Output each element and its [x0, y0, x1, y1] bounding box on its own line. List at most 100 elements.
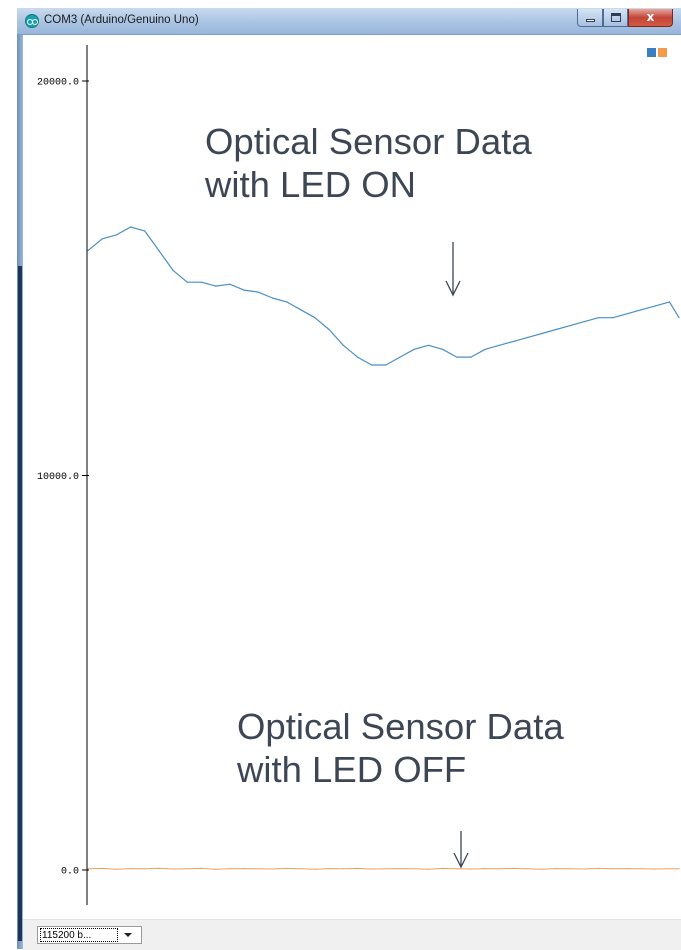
data-point-s2-5 — [158, 867, 160, 869]
data-point-s2-34 — [569, 868, 571, 870]
plot-area: 20000.0 10000.0 0.0 — [37, 45, 680, 905]
data-point-s1-10 — [229, 283, 231, 285]
data-point-s1-5 — [158, 250, 160, 252]
data-point-s1-18 — [342, 344, 344, 346]
bottom-bar: 115200 b... — [23, 919, 681, 950]
data-point-s1-2 — [115, 234, 117, 236]
maximize-button[interactable] — [603, 9, 628, 27]
data-point-s2-31 — [527, 868, 529, 870]
data-point-s2-22 — [399, 868, 401, 870]
close-button[interactable]: x — [628, 9, 673, 27]
data-point-s1-29 — [498, 344, 500, 346]
data-point-s1-39 — [640, 309, 642, 311]
minimize-icon — [586, 19, 595, 22]
y-tick-label-2: 0.0 — [61, 867, 79, 878]
data-point-s2-9 — [215, 868, 217, 870]
maximize-icon — [611, 13, 621, 22]
data-point-s2-18 — [342, 868, 344, 870]
data-point-s2-0 — [87, 868, 89, 870]
data-point-s2-8 — [200, 867, 203, 870]
data-point-s1-8 — [200, 281, 203, 283]
chevron-down-icon[interactable] — [124, 933, 132, 937]
data-point-s1-34 — [569, 325, 571, 327]
data-point-s1-33 — [555, 328, 557, 331]
data-point-s2-1 — [101, 867, 103, 870]
data-point-s2-32 — [541, 868, 543, 870]
data-point-s1-4 — [144, 230, 146, 232]
data-point-s1-9 — [215, 285, 217, 287]
legend-swatch-series-1 — [647, 48, 656, 57]
data-point-s2-28 — [484, 868, 486, 870]
y-tick-label-1: 10000.0 — [37, 472, 79, 483]
data-point-s1-28 — [484, 348, 486, 350]
data-point-s1-0 — [87, 250, 89, 252]
arduino-logo-icon — [25, 14, 39, 28]
data-point-s2-26 — [456, 868, 458, 870]
annotation-led-off: Optical Sensor Data with LED OFF — [237, 706, 564, 790]
data-point-s1-37 — [612, 317, 614, 319]
data-point-s2-37 — [612, 868, 614, 870]
data-point-s2-7 — [186, 868, 188, 870]
data-point-s1-1 — [101, 238, 103, 240]
data-point-s2-16 — [314, 868, 316, 870]
data-point-s1-7 — [186, 281, 188, 283]
data-point-s1-3 — [130, 226, 132, 228]
data-point-s2-25 — [442, 867, 444, 870]
title-bar[interactable]: COM3 (Arduino/Genuino Uno) x — [17, 8, 681, 35]
data-point-s2-20 — [371, 868, 373, 870]
data-point-s1-11 — [243, 289, 245, 291]
data-point-s2-41 — [668, 868, 671, 870]
window-left-frame — [17, 8, 23, 949]
data-point-s2-27 — [470, 868, 472, 870]
data-point-s1-32 — [541, 332, 543, 335]
series-line-2 — [87, 867, 679, 870]
data-point-s1-17 — [328, 328, 330, 331]
data-point-s2-15 — [300, 868, 302, 870]
arrow-led-on-head — [445, 280, 461, 297]
data-point-s1-13 — [271, 297, 273, 299]
data-point-s2-38 — [626, 868, 628, 870]
data-point-s2-13 — [271, 868, 273, 870]
legend-swatch-series-2 — [658, 48, 667, 57]
data-point-s1-40 — [654, 305, 657, 307]
data-point-s2-21 — [385, 868, 387, 870]
data-point-s2-33 — [555, 868, 557, 870]
serial-plotter-window: COM3 (Arduino/Genuino Uno) x 20000.0 1000… — [17, 8, 681, 950]
data-point-s1-38 — [626, 313, 628, 315]
data-point-s1-16 — [314, 317, 316, 319]
data-point-s2-11 — [243, 868, 245, 870]
series-line-1 — [87, 226, 680, 366]
data-point-s2-12 — [257, 868, 259, 870]
data-point-s2-29 — [498, 868, 500, 870]
data-point-s2-19 — [356, 867, 359, 870]
data-point-s2-39 — [640, 868, 642, 870]
data-point-s2-4 — [144, 868, 146, 870]
data-point-s2-35 — [583, 868, 586, 870]
data-point-s1-19 — [356, 356, 359, 358]
data-point-s1-25 — [442, 348, 444, 350]
data-point-s2-17 — [328, 868, 330, 870]
data-point-s1-41 — [668, 301, 671, 303]
data-point-s2-2 — [115, 868, 117, 870]
data-point-s1-30 — [512, 340, 515, 342]
data-point-s1-20 — [371, 364, 373, 366]
data-point-s2-10 — [229, 868, 231, 870]
minimize-button[interactable] — [577, 9, 603, 27]
data-point-s1-15 — [300, 309, 302, 311]
data-point-s1-42 — [678, 317, 680, 319]
baud-rate-select[interactable]: 115200 b... — [37, 926, 142, 944]
annotation-led-on: Optical Sensor Data with LED ON — [205, 121, 532, 205]
data-point-s1-23 — [413, 348, 415, 350]
data-point-s2-40 — [654, 868, 657, 870]
data-point-s1-12 — [257, 291, 259, 293]
data-point-s1-14 — [286, 301, 288, 303]
data-point-s1-36 — [598, 317, 600, 319]
data-point-s2-36 — [598, 867, 600, 870]
data-point-s2-42 — [678, 868, 680, 870]
data-point-s2-14 — [286, 867, 288, 870]
data-point-s1-26 — [456, 356, 458, 358]
y-tick-label-0: 20000.0 — [37, 78, 79, 89]
data-point-s1-22 — [399, 356, 401, 358]
data-point-s2-3 — [130, 868, 132, 870]
data-point-s2-6 — [172, 868, 174, 870]
